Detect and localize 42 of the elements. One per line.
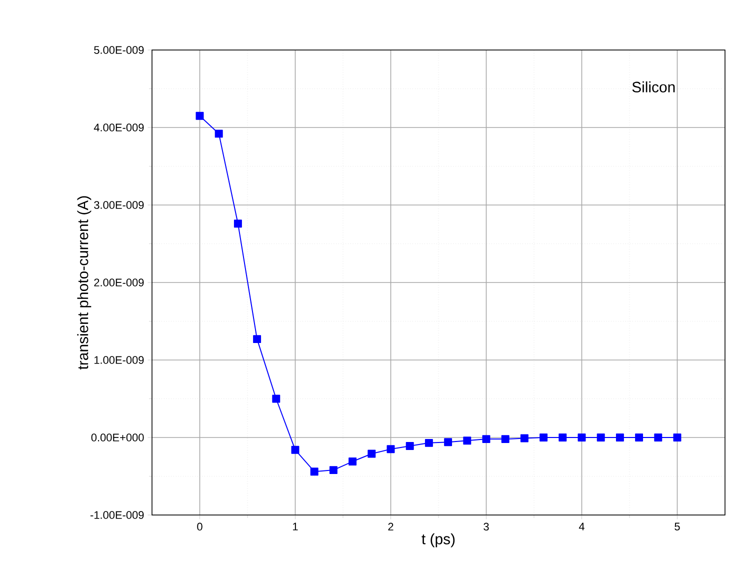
y-tick-label: 2.00E-009 [94,278,144,286]
x-tick-label: 2 [388,522,394,530]
point [616,434,624,442]
annotation: Silicon [632,81,675,92]
y-tick-label: 4.00E-009 [94,124,144,132]
point [463,436,472,445]
point [386,445,395,454]
point [654,434,662,442]
point [520,434,528,442]
point [596,434,605,442]
point [424,438,433,447]
point [578,434,586,442]
point [329,466,338,474]
point [368,450,376,458]
point [540,434,548,442]
point [482,435,490,444]
x-tick-label: 1 [293,522,298,530]
point [673,434,682,442]
point [253,335,262,344]
point [310,468,318,476]
point [501,435,510,444]
y-tick-label: 3.00E-009 [94,201,144,209]
y-tick-label: -1.00E-009 [90,511,144,519]
x-tick-label: 5 [674,522,680,530]
x-tick-label: 3 [484,522,489,531]
point [214,130,223,138]
x-tick-label: 0 [197,522,202,531]
x-axis-title: t (ps) [422,533,455,548]
y-tick-label: 1.00E-009 [94,356,144,364]
point [291,446,300,454]
point [406,442,414,450]
y-axis-title: transient photo-current (A) [77,196,92,370]
point [348,458,357,466]
point [558,434,567,442]
point [196,112,204,120]
y-tick-label: 0.00E+000 [91,434,144,442]
y-tick-label: 5.00E-009 [94,46,144,54]
point [444,438,452,446]
point [272,394,280,403]
x-tick-label: 4 [578,522,584,530]
point [234,220,242,228]
point [635,434,644,442]
